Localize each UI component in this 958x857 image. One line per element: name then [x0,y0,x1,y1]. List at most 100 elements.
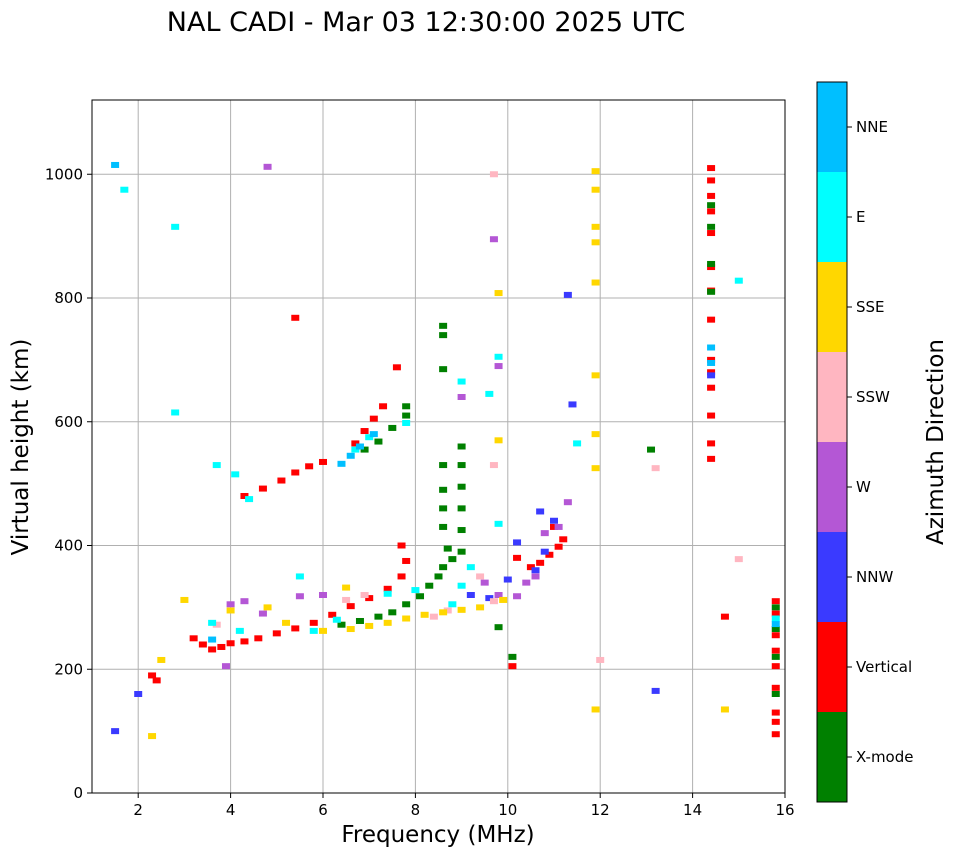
data-point [494,437,503,444]
data-point [466,564,475,571]
data-point [554,523,563,530]
colorbar-label: SSW [856,388,890,406]
data-point [707,412,716,419]
data-point [439,609,448,616]
data-point [707,369,716,376]
data-point [245,496,254,503]
series-nnw [111,291,716,735]
data-point [402,412,411,419]
data-point [707,455,716,462]
colorbar-label: SSE [856,298,885,316]
data-point [439,564,448,571]
data-point [771,691,780,697]
grid [92,100,786,794]
data-point [258,610,267,617]
data-point [360,446,369,453]
data-point [351,440,360,447]
data-point [489,236,498,243]
data-point [402,419,411,426]
colorbar-label: NNW [856,568,893,586]
data-point [309,619,318,626]
x-tick-label: 16 [775,801,794,819]
x-tick-label: 10 [498,801,517,819]
data-point [531,573,540,580]
data-point [342,584,351,591]
data-point [374,438,383,445]
y-tick-label: 800 [54,289,83,307]
data-point [263,163,272,170]
data-point [457,606,466,613]
data-point [443,607,452,614]
data-point [457,548,466,555]
x-tick-label: 8 [411,801,421,819]
data-point [416,593,425,600]
data-point [457,527,466,534]
data-point [531,567,540,574]
data-point [707,344,716,351]
data-point [152,677,161,684]
colorbar-label: NNE [856,118,888,136]
data-point [111,161,120,168]
data-point [489,598,498,605]
data-point [439,486,448,493]
series-nne [111,161,780,643]
data-point [591,372,600,379]
data-point [402,557,411,564]
data-point [439,366,448,373]
data-point [157,656,166,663]
colorbar: X-mode Vertical NNW W SSW SSE E NNE [816,81,913,803]
data-point [554,543,563,550]
data-point [134,691,143,697]
data-point [771,709,780,716]
data-point [485,390,494,397]
data-point [226,640,235,647]
data-point [466,592,475,598]
colorbar-label: W [856,478,871,496]
data-point [291,469,300,476]
data-point [448,556,457,563]
data-point [457,462,466,469]
data-point [120,186,129,193]
data-point [707,264,716,271]
data-point [439,322,448,329]
data-point [720,613,729,620]
data-point [240,598,249,605]
data-point [707,359,716,366]
data-point [212,462,221,469]
data-point [319,458,327,465]
data-point [397,573,406,580]
data-point [707,177,716,184]
data-point [591,279,600,286]
data-point [476,604,485,611]
data-point [383,619,392,626]
data-point [647,446,656,453]
series-e [120,186,780,634]
data-point [282,619,291,626]
x-tick-label: 6 [318,801,328,819]
data-point [420,611,429,618]
data-point [208,646,217,653]
data-point [734,556,743,563]
data-point [494,290,503,297]
colorbar-label: X-mode [856,748,913,766]
x-tick-label: 14 [683,801,702,819]
data-point [540,530,549,537]
data-point [254,635,263,642]
data-point [342,596,351,603]
data-point [707,260,716,267]
data-point [771,663,780,670]
data-point [383,590,392,597]
data-point [707,208,716,215]
data-point [402,601,411,608]
data-point [148,672,157,679]
data-point [429,613,438,620]
data-point [591,431,600,438]
data-point [439,505,448,512]
y-tick-label: 1000 [45,165,83,183]
data-point [591,239,600,246]
data-point [337,621,346,628]
data-point [295,593,304,600]
data-point [771,647,780,654]
data-point [295,573,304,580]
